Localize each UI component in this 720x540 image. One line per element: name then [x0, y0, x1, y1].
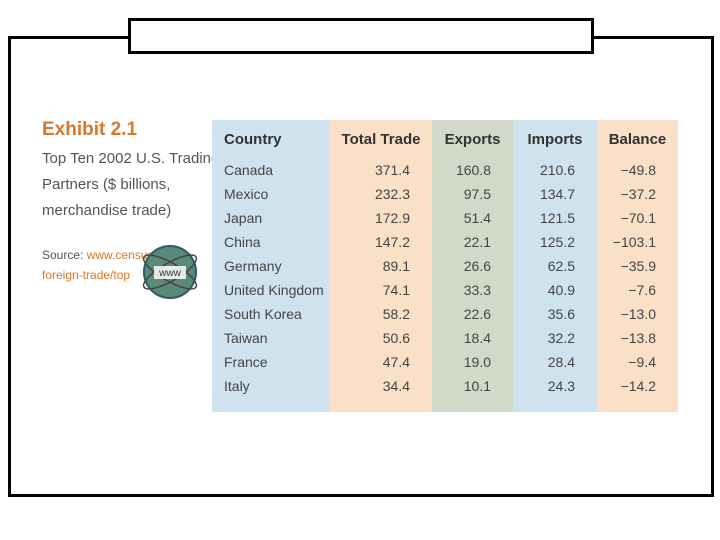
- column-bg: [330, 120, 432, 412]
- value-cell: 47.4: [382, 354, 410, 370]
- value-cell: −13.8: [620, 330, 656, 346]
- value-cell: 125.2: [539, 234, 575, 250]
- value-cell: 58.2: [382, 306, 410, 322]
- country-cell: Mexico: [224, 186, 269, 202]
- value-cell: 89.1: [382, 258, 410, 274]
- exhibit-title: Top Ten 2002 U.S. Trading: [42, 150, 220, 167]
- value-cell: 134.7: [539, 186, 575, 202]
- column-header: Country: [224, 131, 282, 148]
- value-cell: 62.5: [547, 258, 575, 274]
- value-cell: 33.3: [463, 282, 491, 298]
- value-cell: 19.0: [463, 354, 491, 370]
- value-cell: 28.4: [547, 354, 575, 370]
- value-cell: 26.6: [463, 258, 491, 274]
- value-cell: 50.6: [382, 330, 410, 346]
- value-cell: 232.3: [374, 186, 410, 202]
- source-url: foreign-trade/top: [42, 268, 131, 282]
- value-cell: −37.2: [620, 186, 656, 202]
- country-cell: Italy: [224, 378, 250, 394]
- value-cell: −13.0: [620, 306, 656, 322]
- country-cell: Canada: [224, 162, 274, 178]
- column-bg: [432, 120, 513, 412]
- value-cell: −14.2: [620, 378, 656, 394]
- value-cell: 10.1: [463, 378, 491, 394]
- value-cell: 22.6: [463, 306, 491, 322]
- value-cell: −70.1: [620, 210, 656, 226]
- value-cell: 147.2: [374, 234, 410, 250]
- country-cell: France: [224, 354, 268, 370]
- exhibit-label: Exhibit 2.1: [42, 119, 138, 140]
- column-bg: [597, 120, 678, 412]
- value-cell: −35.9: [620, 258, 656, 274]
- value-cell: 22.1: [463, 234, 491, 250]
- value-cell: 24.3: [547, 378, 575, 394]
- country-cell: China: [224, 234, 261, 250]
- value-cell: 172.9: [374, 210, 410, 226]
- value-cell: 97.5: [463, 186, 491, 202]
- value-cell: −7.6: [628, 282, 656, 298]
- value-cell: 121.5: [539, 210, 575, 226]
- column-bg: [212, 120, 330, 412]
- title-box: [128, 18, 594, 54]
- country-cell: Japan: [224, 210, 263, 226]
- country-cell: South Korea: [224, 306, 302, 322]
- value-cell: 18.4: [463, 330, 491, 346]
- value-cell: 371.4: [374, 162, 410, 178]
- column-header: Total Trade: [341, 131, 421, 148]
- column-header: Imports: [527, 131, 583, 148]
- column-header: Balance: [608, 131, 667, 148]
- value-cell: 40.9: [547, 282, 575, 298]
- value-cell: 160.8: [455, 162, 491, 178]
- value-cell: 35.6: [547, 306, 575, 322]
- icon-text: www: [158, 268, 181, 279]
- column-header: Exports: [444, 131, 501, 148]
- value-cell: 32.2: [547, 330, 575, 346]
- value-cell: −103.1: [612, 234, 656, 250]
- value-cell: 74.1: [382, 282, 410, 298]
- source-label: Source:: [42, 248, 84, 262]
- globe-icon: www: [142, 245, 198, 299]
- column-bg: [513, 120, 597, 412]
- exhibit-title: merchandise trade): [42, 202, 172, 219]
- exhibit-title: Partners ($ billions,: [42, 176, 171, 193]
- country-cell: Germany: [224, 258, 282, 274]
- value-cell: −9.4: [628, 354, 656, 370]
- country-cell: Taiwan: [224, 330, 268, 346]
- value-cell: 51.4: [463, 210, 491, 226]
- value-cell: 34.4: [382, 378, 410, 394]
- country-cell: United Kingdom: [224, 282, 324, 298]
- value-cell: −49.8: [620, 162, 656, 178]
- value-cell: 210.6: [539, 162, 575, 178]
